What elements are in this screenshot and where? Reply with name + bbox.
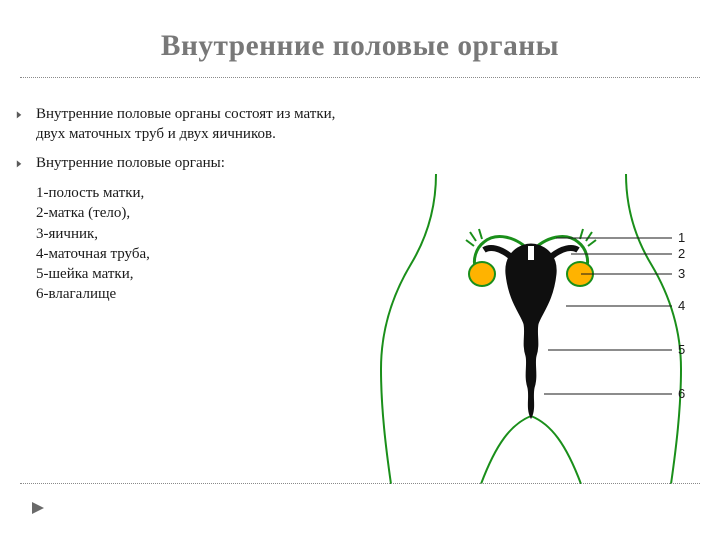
label-num: 5 xyxy=(678,342,685,357)
anatomy-diagram: 1 2 3 4 5 6 xyxy=(376,174,706,484)
label-leaders: 1 2 3 4 5 6 xyxy=(544,230,685,401)
legend-line: 4-маточная труба, xyxy=(36,244,356,264)
bullet-marker-icon: 🢒 xyxy=(16,105,36,127)
diagram-column: 1 2 3 4 5 6 xyxy=(366,104,704,424)
bullet-text: Внутренние половые органы: xyxy=(36,153,356,173)
legend-line: 3-яичник, xyxy=(36,224,356,244)
slide: Внутренние половые органы 🢒 Внутренние п… xyxy=(0,0,720,540)
legend-line: 6-влагалище xyxy=(36,284,356,304)
text-column: 🢒 Внутренние половые органы состоят из м… xyxy=(16,104,366,424)
footer-arrow-icon xyxy=(30,500,46,516)
label-num: 1 xyxy=(678,230,685,245)
footer-divider xyxy=(20,483,700,484)
legend-line: 5-шейка матки, xyxy=(36,264,356,284)
bullet-item: 🢒 Внутренние половые органы: xyxy=(16,153,356,176)
page-title: Внутренние половые органы xyxy=(0,30,720,63)
bullet-text: Внутренние половые органы состоят из мат… xyxy=(36,104,356,145)
label-num: 4 xyxy=(678,298,685,313)
bullet-marker-icon: 🢒 xyxy=(16,154,36,176)
uterus-shape xyxy=(484,244,578,418)
legend-line: 1-полость матки, xyxy=(36,183,356,203)
label-num: 3 xyxy=(678,266,685,281)
label-num: 6 xyxy=(678,386,685,401)
content-row: 🢒 Внутренние половые органы состоят из м… xyxy=(0,78,720,424)
bullet-item: 🢒 Внутренние половые органы состоят из м… xyxy=(16,104,356,145)
label-num: 2 xyxy=(678,246,685,261)
legend-line: 2-матка (тело), xyxy=(36,203,356,223)
ovary-left xyxy=(469,262,495,286)
legend-list: 1-полость матки, 2-матка (тело), 3-яични… xyxy=(36,183,356,305)
